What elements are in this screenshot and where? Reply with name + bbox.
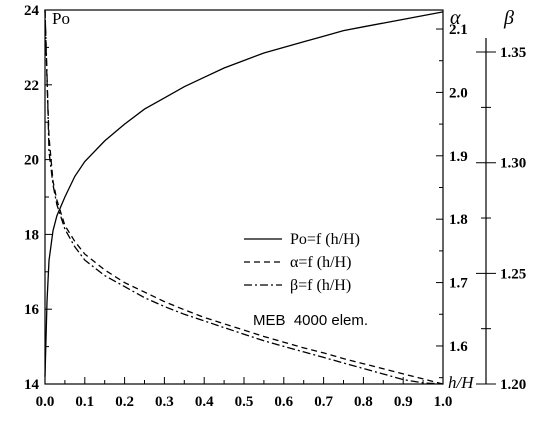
series-line-beta [44, 9, 444, 385]
x-tick-label: 0.6 [274, 394, 293, 410]
series-lines [44, 9, 444, 385]
legend-label-alpha: α=f (h/H) [290, 254, 351, 271]
beta-tick-label: 1.35 [500, 45, 526, 61]
po-tick-label: 18 [24, 227, 39, 243]
po-ticks: 14 16 18 20 22 24 [24, 3, 52, 393]
po-tick-label: 24 [24, 3, 40, 19]
po-tick-label: 22 [24, 78, 39, 94]
x-tick-label: 0.1 [75, 394, 94, 410]
plot-border [44, 9, 444, 385]
beta-axis-label: β [503, 7, 514, 29]
x-tick-label: 0.7 [314, 394, 333, 410]
beta-axis: 1.20 1.25 1.30 1.35 [476, 38, 526, 393]
x-tick-label: 0.0 [36, 394, 55, 410]
alpha-tick-label: 1.7 [449, 276, 468, 292]
legend-label-po: Po=f (h/H) [290, 231, 360, 248]
x-tick-label: 0.3 [155, 394, 174, 410]
beta-tick-label: 1.25 [500, 266, 526, 282]
annotation-meb: MEB 4000 elem. [253, 312, 368, 329]
alpha-tick-label: 1.9 [449, 149, 468, 165]
x-tick-label: 0.9 [394, 394, 413, 410]
x-axis-label-text: h/H [448, 373, 475, 392]
legend: Po=f (h/H) α=f (h/H) β=f (h/H) [244, 231, 360, 294]
alpha-tick-label: 1.6 [449, 339, 468, 355]
series-line-alpha [44, 9, 444, 385]
alpha-ticks: 1.6 1.7 1.8 1.9 2.0 2.1 [436, 22, 468, 379]
x-tick-label: 1.0 [434, 394, 453, 410]
x-ticks: 0.0 0.1 0.2 0.3 0.4 0.5 0.6 0.7 0.8 0.9 1.0 [36, 377, 453, 410]
legend-label-beta: β=f (h/H) [290, 277, 351, 294]
x-tick-label: 0.2 [115, 394, 134, 410]
series-line-po [44, 11, 444, 377]
beta-tick-label: 1.20 [500, 377, 526, 393]
po-tick-label: 20 [24, 153, 39, 169]
x-axis-label: h/H [448, 373, 475, 392]
po-tick-label: 14 [24, 377, 40, 393]
beta-tick-label: 1.30 [500, 156, 526, 172]
plot-frame [44, 9, 444, 385]
alpha-tick-label: 2.0 [449, 85, 468, 101]
po-tick-label: 16 [24, 302, 40, 318]
alpha-tick-label: 1.8 [449, 212, 468, 228]
alpha-tick-label: 2.1 [449, 22, 468, 38]
x-tick-label: 0.5 [235, 394, 254, 410]
po-axis-label: Po [52, 9, 70, 28]
x-tick-label: 0.4 [195, 394, 214, 410]
x-tick-label: 0.8 [354, 394, 373, 410]
alpha-axis-label: α [450, 7, 461, 29]
